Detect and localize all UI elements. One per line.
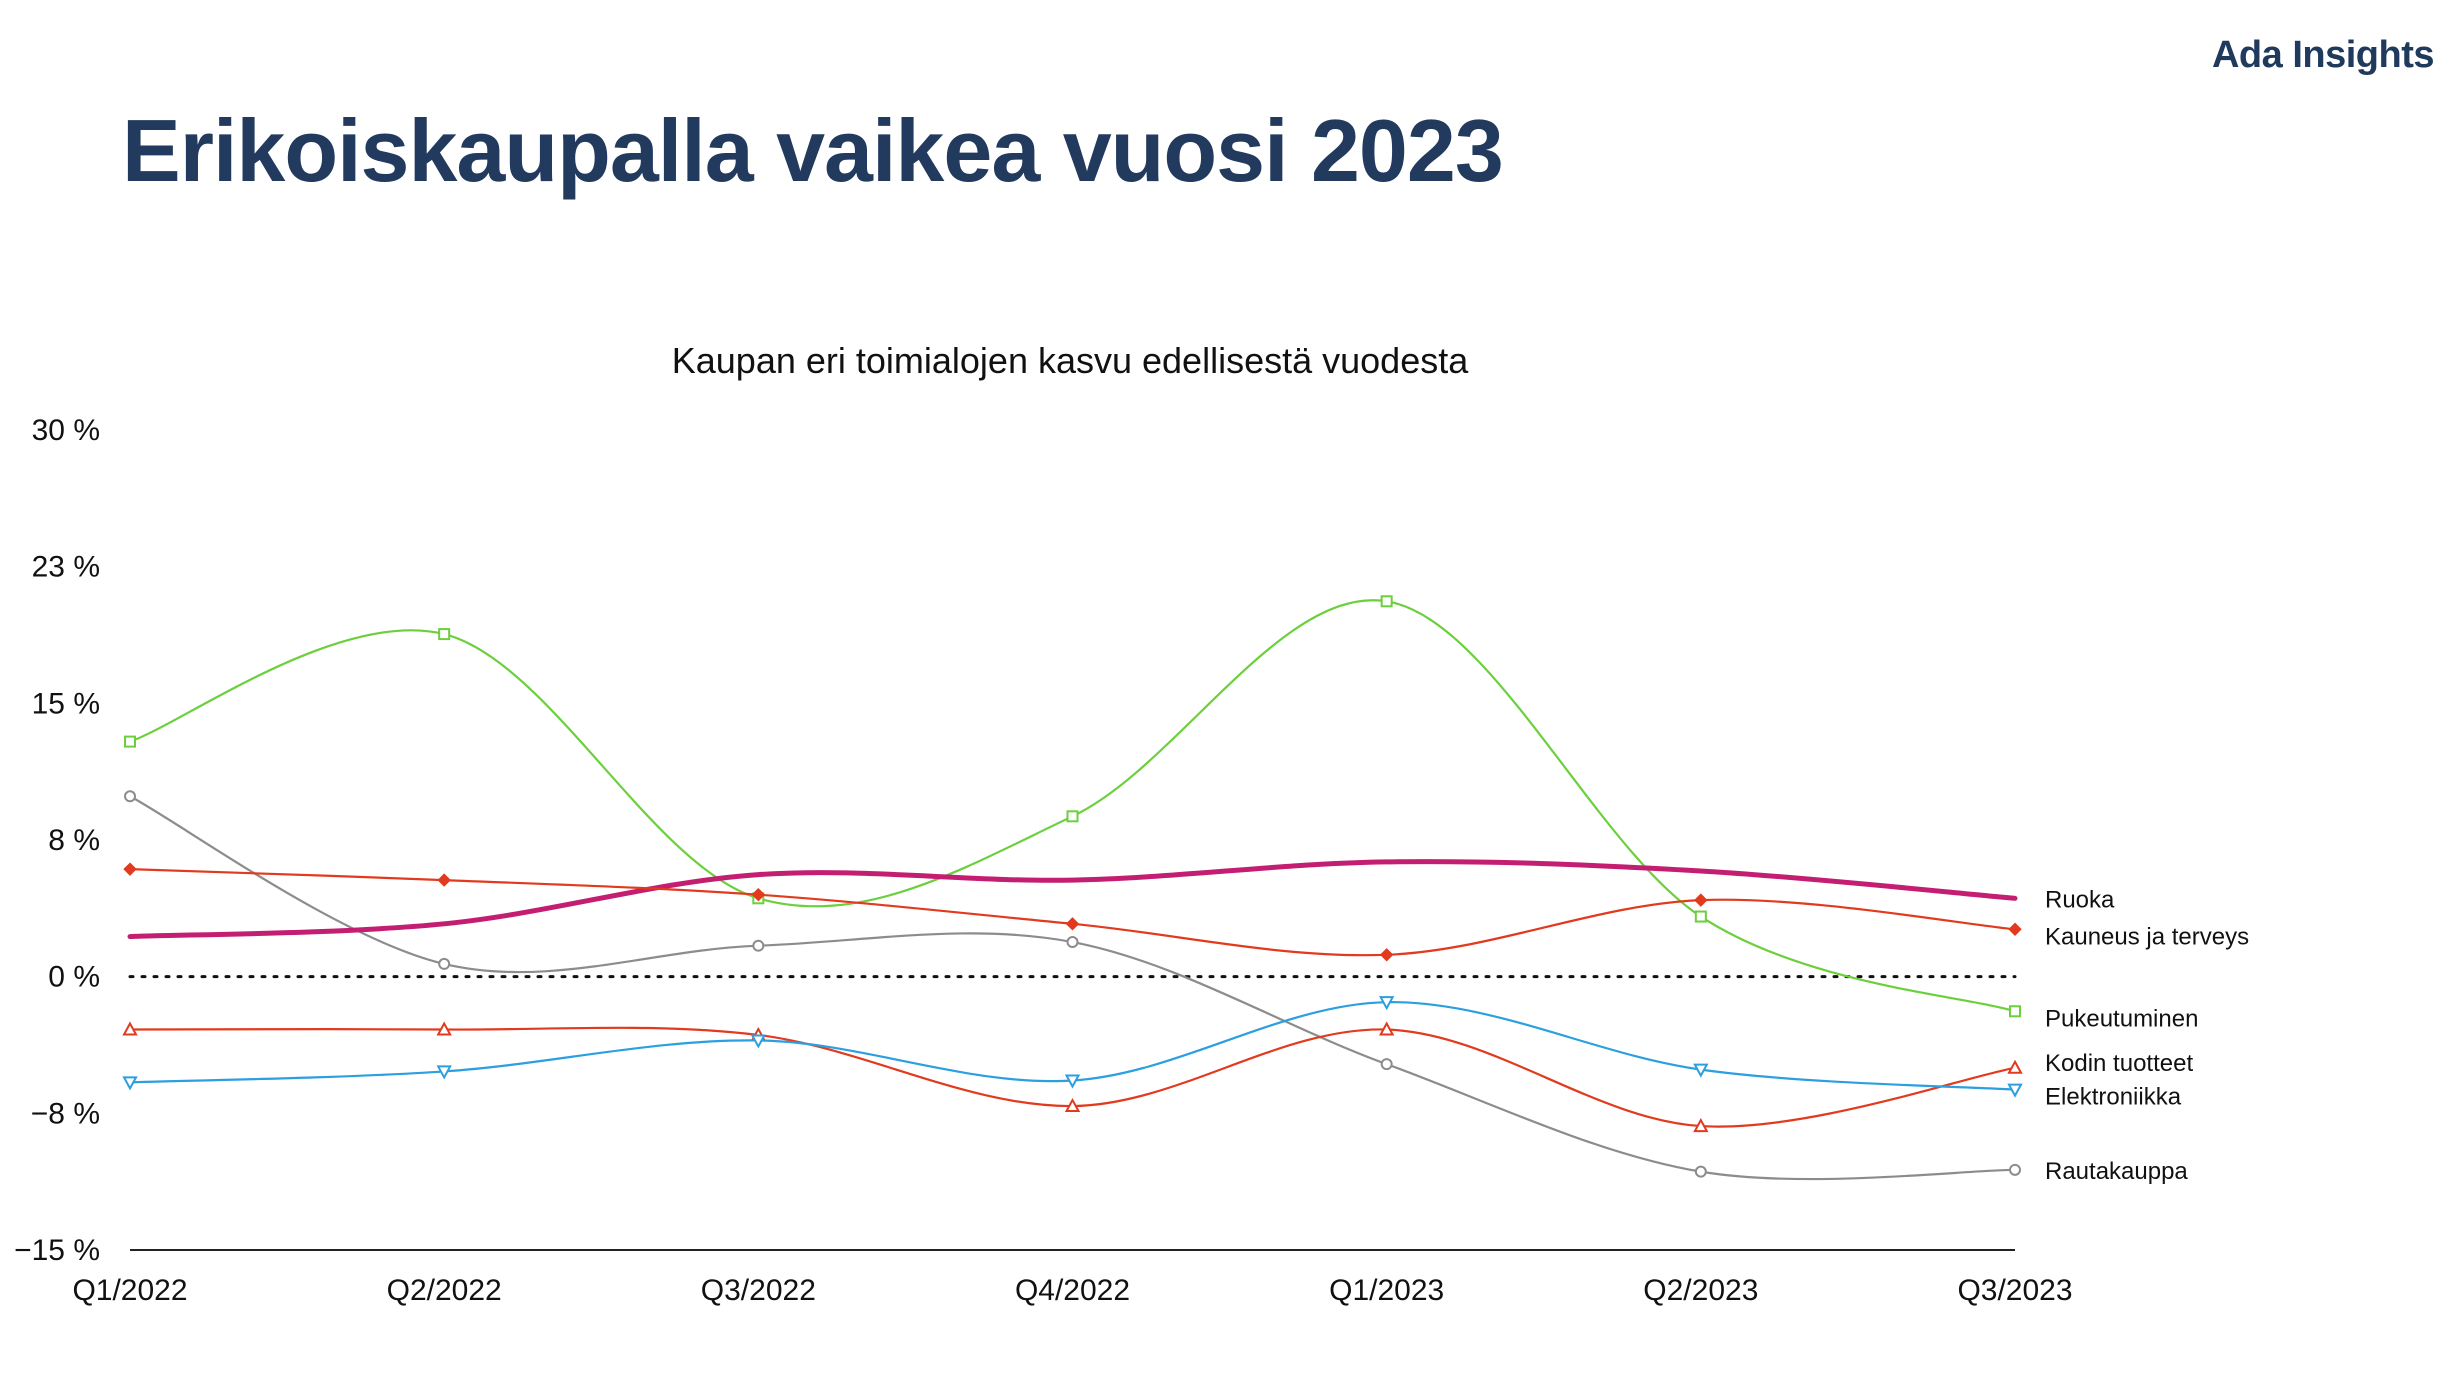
- data-point: [438, 628, 451, 641]
- data-point: [1693, 1118, 1709, 1133]
- series-line: [128, 599, 2017, 1013]
- y-tick-label: 8 %: [48, 824, 100, 857]
- data-point: [1066, 936, 1079, 949]
- data-point: [1694, 910, 1707, 923]
- x-tick-label: Q1/2022: [72, 1274, 187, 1307]
- data-point: [436, 1065, 452, 1080]
- page-title: Erikoiskaupalla vaikea vuosi 2023: [122, 101, 1504, 200]
- x-tick-label: Q2/2022: [387, 1274, 502, 1307]
- axis-layer: 30 % 23 % 15 % 8 % 0 % −8 % −15 % Q1/2022 Q2/202…: [14, 414, 2072, 1307]
- data-point: [1066, 810, 1079, 823]
- data-point: [2009, 1163, 2021, 1176]
- data-point: [122, 1021, 138, 1036]
- series-label: Elektroniikka: [2045, 1084, 2182, 1111]
- data-point: [2007, 1059, 2023, 1074]
- series-label: Kodin tuotteet: [2045, 1050, 2193, 1077]
- series-line: [127, 859, 2018, 940]
- data-point: [436, 1021, 452, 1036]
- series-ruoka: [127, 859, 2018, 940]
- x-tick-label: Q3/2022: [701, 1274, 816, 1307]
- series-rautakauppa: [124, 790, 2021, 1181]
- series-elektroniikka: [122, 996, 2023, 1098]
- data-point: [2007, 1083, 2023, 1098]
- data-point: [1065, 917, 1080, 931]
- data-point: [752, 939, 765, 952]
- y-tick-label: 23 %: [32, 551, 100, 584]
- y-tick-label: 30 %: [32, 414, 100, 447]
- brand-logo: Ada Insights: [2211, 34, 2435, 76]
- data-point: [123, 862, 137, 876]
- y-tick-label: 15 %: [32, 687, 100, 720]
- data-point: [2009, 1005, 2021, 1018]
- series-kauneus-ja-terveys: [123, 862, 2022, 962]
- label-layer: Pukeutuminen Rautakauppa Ruoka Kauneus ja t…: [2045, 886, 2249, 1185]
- data-point: [750, 1034, 767, 1049]
- series-label: Kauneus ja terveys: [2045, 923, 2249, 950]
- data-point: [1379, 948, 1394, 962]
- x-tick-label: Q1/2023: [1329, 1274, 1444, 1307]
- series-label: Pukeutuminen: [2045, 1005, 2198, 1032]
- data-point: [124, 735, 136, 748]
- chart-title: Kaupan eri toimialojen kasvu edellisestä…: [671, 340, 1469, 381]
- series-pukeutuminen: [124, 595, 2021, 1018]
- series-label: Rautakauppa: [2045, 1158, 2188, 1185]
- data-point: [751, 887, 766, 902]
- data-point: [438, 957, 451, 970]
- data-point: [1064, 1097, 1081, 1113]
- data-point: [1380, 595, 1393, 608]
- series-label: Ruoka: [2045, 886, 2115, 913]
- data-point: [1694, 893, 1708, 907]
- data-point: [1380, 1058, 1393, 1071]
- y-tick-label: 0 %: [48, 961, 100, 994]
- x-tick-label: Q4/2022: [1015, 1274, 1130, 1307]
- y-tick-label: −8 %: [31, 1097, 100, 1130]
- data-point: [1378, 996, 1395, 1011]
- series-line: [128, 795, 2017, 1181]
- series-layer: [122, 595, 2023, 1181]
- data-point: [122, 1076, 138, 1091]
- data-point: [437, 873, 451, 887]
- x-tick-label: Q2/2023: [1643, 1274, 1758, 1307]
- y-tick-label: −15 %: [14, 1234, 100, 1267]
- data-point: [1378, 1021, 1395, 1036]
- data-point: [1064, 1074, 1081, 1089]
- data-point: [2008, 922, 2022, 936]
- x-tick-label: Q3/2023: [1957, 1274, 2072, 1307]
- data-point: [1693, 1063, 1709, 1078]
- data-point: [1694, 1165, 1707, 1178]
- data-point: [124, 790, 136, 803]
